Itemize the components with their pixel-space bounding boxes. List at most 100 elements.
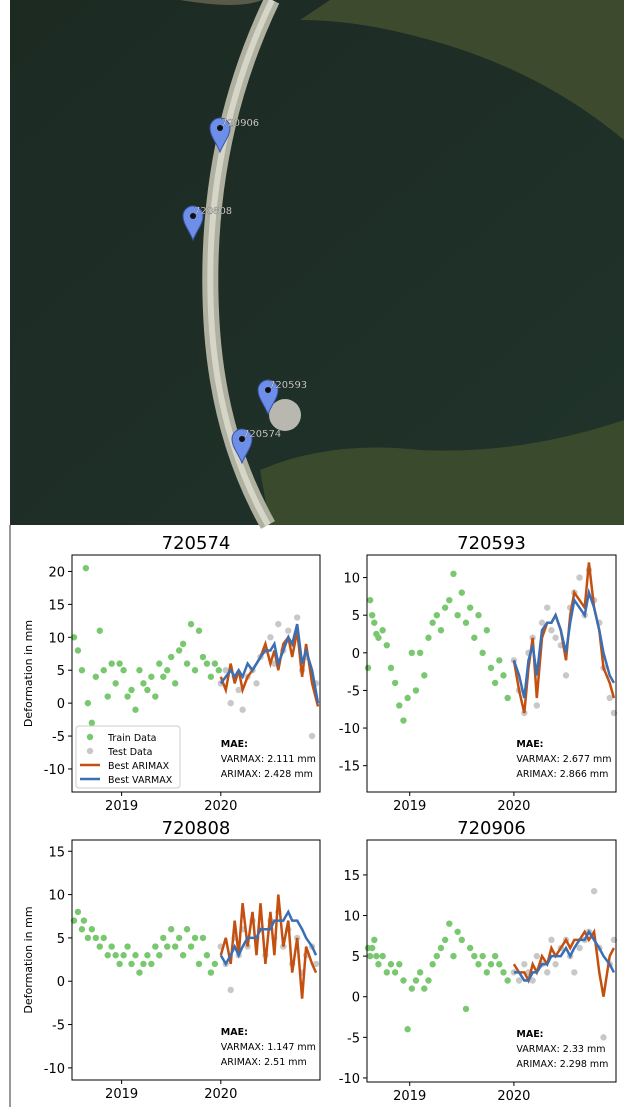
data-point [140, 961, 146, 967]
data-point [500, 969, 506, 975]
data-point [371, 620, 377, 626]
data-point [552, 961, 558, 967]
map-marker-label: 720593 [269, 380, 307, 391]
data-point [108, 660, 114, 666]
data-point [479, 953, 485, 959]
data-point [285, 628, 291, 634]
data-point [116, 961, 122, 967]
annotation: ARIMAX: 2.866 mm [516, 769, 608, 780]
data-point [375, 961, 381, 967]
data-point [434, 612, 440, 618]
data-point [400, 977, 406, 983]
data-point [429, 961, 435, 967]
y-tick-label: 15 [48, 598, 65, 613]
y-tick-label: 20 [48, 565, 65, 580]
data-point [132, 707, 138, 713]
data-point [425, 977, 431, 983]
data-point [413, 687, 419, 693]
data-point [184, 926, 190, 932]
plot-area [71, 895, 319, 999]
data-point [239, 707, 245, 713]
data-point [105, 693, 111, 699]
plot-area [365, 563, 617, 724]
y-tick-label: -15 [339, 760, 360, 775]
data-point [475, 961, 481, 967]
data-point [172, 680, 178, 686]
legend-label: Train Data [107, 733, 157, 744]
data-point [450, 571, 456, 577]
x-tick-label: 2019 [105, 1087, 138, 1102]
data-point [404, 1026, 410, 1032]
data-point [496, 657, 502, 663]
data-point [192, 667, 198, 673]
data-point [294, 614, 300, 620]
data-point [454, 612, 460, 618]
data-point [500, 672, 506, 678]
data-point [97, 943, 103, 949]
series-line [514, 593, 614, 698]
annotation: ARIMAX: 2.51 mm [221, 1057, 307, 1068]
data-point [400, 717, 406, 723]
data-point [188, 621, 194, 627]
data-point [417, 969, 423, 975]
data-point [438, 945, 444, 951]
annotation-title: MAE: [221, 739, 248, 750]
data-point [144, 687, 150, 693]
y-tick-label: 5 [57, 932, 65, 947]
map-marker-label: 720906 [221, 118, 259, 129]
data-point [434, 953, 440, 959]
y-tick-label: -5 [52, 1019, 65, 1034]
satellite-map [10, 0, 624, 525]
legend-symbol [87, 734, 93, 740]
data-point [548, 937, 554, 943]
data-point [534, 702, 540, 708]
annotation-title: MAE: [221, 1027, 248, 1038]
data-point [409, 985, 415, 991]
data-point [97, 628, 103, 634]
y-tick-label: -10 [339, 1072, 360, 1087]
data-point [446, 920, 452, 926]
data-point [83, 565, 89, 571]
data-point [212, 961, 218, 967]
data-point [496, 961, 502, 967]
data-point [467, 604, 473, 610]
y-tick-label: 10 [48, 889, 65, 904]
data-point [369, 612, 375, 618]
data-point [492, 953, 498, 959]
data-point [89, 720, 95, 726]
data-point [544, 604, 550, 610]
data-point [93, 674, 99, 680]
data-point [467, 945, 473, 951]
data-point [438, 627, 444, 633]
data-point [85, 935, 91, 941]
data-point [132, 952, 138, 958]
series-line [514, 932, 614, 997]
chart-title: 720906 [457, 818, 526, 839]
data-point [128, 961, 134, 967]
data-point [156, 952, 162, 958]
y-tick-label: 15 [343, 869, 360, 884]
data-point [200, 654, 206, 660]
data-point [600, 1034, 606, 1040]
data-point [475, 612, 481, 618]
data-point [160, 935, 166, 941]
x-tick-label: 2019 [393, 799, 426, 814]
data-point [479, 650, 485, 656]
x-tick-label: 2020 [497, 1089, 530, 1104]
data-point [140, 680, 146, 686]
data-point [548, 627, 554, 633]
data-point [365, 665, 371, 671]
y-axis-label: Deformation in mm [22, 906, 35, 1013]
data-point [204, 952, 210, 958]
figure: 720906720808720593720574720574Deformatio… [0, 0, 624, 1107]
x-tick-label: 2019 [393, 1089, 426, 1104]
data-point [471, 953, 477, 959]
data-point [176, 935, 182, 941]
data-point [417, 650, 423, 656]
annotation: VARMAX: 2.111 mm [221, 754, 316, 765]
data-point [367, 953, 373, 959]
data-point [128, 687, 134, 693]
data-point [392, 969, 398, 975]
data-point [369, 945, 375, 951]
annotation: VARMAX: 1.147 mm [221, 1042, 316, 1053]
